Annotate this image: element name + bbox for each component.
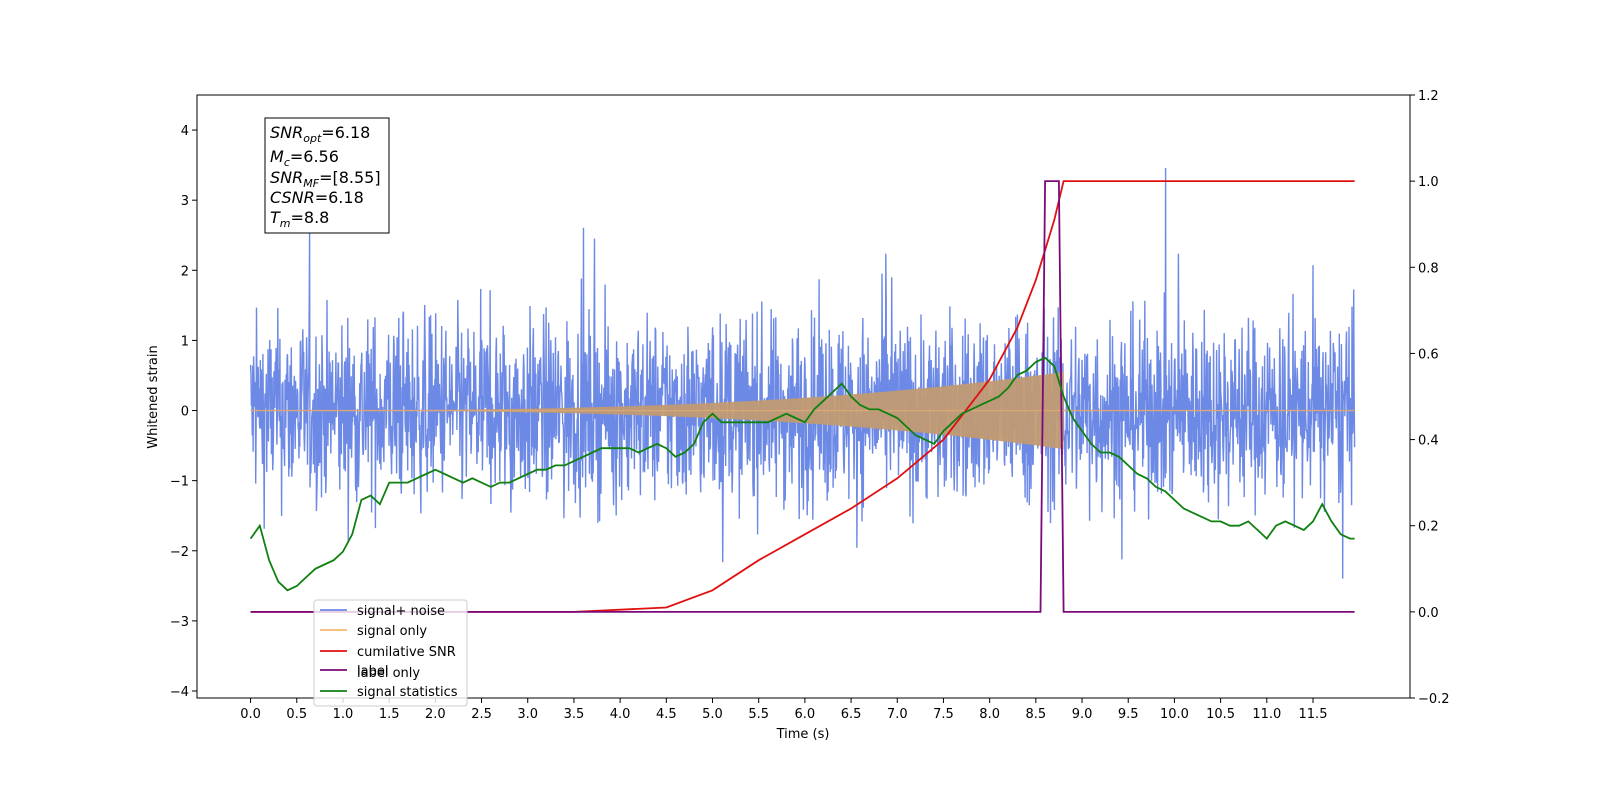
x-tick-label: 11.0 xyxy=(1252,707,1281,722)
y-tick-label: 1 xyxy=(181,334,189,349)
x-tick-label: 2.5 xyxy=(471,707,492,722)
x-tick-label: 5.0 xyxy=(702,707,723,722)
y-axis-label: Whitened strain xyxy=(146,345,161,448)
y-tick-label: 2 xyxy=(181,264,189,279)
x-tick-label: 3.0 xyxy=(517,707,538,722)
y-axis-left: 4 3 2 1 0 −1 −2 −3 −4 xyxy=(170,124,197,700)
y-tick-label: 3 xyxy=(181,194,189,209)
x-tick-label: 7.5 xyxy=(933,707,954,722)
info-csnr: CSNR=6.18 xyxy=(270,188,364,207)
legend-frame xyxy=(313,599,468,707)
x-tick-label: 5.5 xyxy=(748,707,769,722)
y2-tick-label: 1.2 xyxy=(1418,89,1439,104)
y-tick-label: −1 xyxy=(170,475,189,490)
series-label xyxy=(250,180,1355,613)
x-tick-label: 6.0 xyxy=(795,707,816,722)
x-tick-label: 7.0 xyxy=(887,707,908,722)
y2-tick-label: −0.2 xyxy=(1418,692,1450,707)
x-tick-label: 1.5 xyxy=(379,707,400,722)
x-tick-label: 9.5 xyxy=(1118,707,1139,722)
series-cumulative-snr xyxy=(250,180,1355,613)
y-axis-right: 1.2 1.0 0.8 0.6 0.4 0.2 0.0 −0.2 xyxy=(1410,89,1450,707)
x-tick-label: 0.0 xyxy=(240,707,261,722)
x-tick-label: 8.5 xyxy=(1026,707,1047,722)
info-tm: Tm=8.8 xyxy=(270,208,329,230)
series-signal-statistics xyxy=(249,356,1355,592)
y-tick-label: 4 xyxy=(181,124,189,139)
x-tick-label: 9.0 xyxy=(1072,707,1093,722)
series-signal-plus-noise xyxy=(249,167,1356,579)
info-box: SNRopt=6.18 Mc=6.56 SNRMF=[8.55] CSNR=6.… xyxy=(264,117,390,234)
y-tick-label: −2 xyxy=(170,545,189,560)
x-tick-label: 0.5 xyxy=(286,707,307,722)
info-box-frame xyxy=(264,117,390,234)
y-tick-label: 0 xyxy=(181,405,189,420)
x-tick-label: 3.5 xyxy=(564,707,585,722)
legend-signal-noise-label: signal+ noise xyxy=(357,604,445,619)
axes-frame xyxy=(196,94,1411,699)
x-tick-label: 10.0 xyxy=(1160,707,1189,722)
x-axis: 0.0 0.5 1.0 1.5 2.0 2.5 3.0 3.5 4.0 4.5 5.0 5.5 6.0 6… xyxy=(240,698,1327,722)
legend-label-label: label xyxy=(357,664,388,679)
legend-cumilative-snr-label: cumilative SNR xyxy=(357,645,456,660)
x-tick-label: 4.0 xyxy=(610,707,631,722)
y2-tick-label: 1.0 xyxy=(1418,175,1439,190)
y2-tick-label: 0.2 xyxy=(1418,520,1439,535)
x-tick-label: 8.0 xyxy=(979,707,1000,722)
legend-signal-only-label: signal only xyxy=(357,624,427,639)
x-tick-label: 4.5 xyxy=(656,707,677,722)
info-snr-mf: SNRMF=[8.55] xyxy=(270,168,381,190)
legend: signal+ noise signal only cumilative SNR la… xyxy=(313,599,468,707)
info-mc: Mc=6.56 xyxy=(270,147,339,169)
y-tick-label: −3 xyxy=(170,615,189,630)
legend-label-only-label: label only xyxy=(357,666,420,681)
x-tick-label: 11.5 xyxy=(1299,707,1328,722)
y2-tick-label: 0.0 xyxy=(1418,606,1439,621)
info-snr-opt: SNRopt=6.18 xyxy=(270,123,370,145)
legend-signal-statistics-label: signal statistics xyxy=(357,685,458,700)
x-tick-label: 10.5 xyxy=(1206,707,1235,722)
x-tick-label: 1.0 xyxy=(333,707,354,722)
y2-tick-label: 0.6 xyxy=(1418,347,1439,362)
y2-tick-label: 0.8 xyxy=(1418,261,1439,276)
legend-items: signal+ noise signal only cumilative SNR la… xyxy=(320,604,458,700)
y-tick-label: −4 xyxy=(170,685,189,700)
x-tick-label: 2.0 xyxy=(425,707,446,722)
plot-area xyxy=(249,167,1356,613)
y2-tick-label: 0.4 xyxy=(1418,434,1439,449)
x-axis-label: Time (s) xyxy=(776,727,830,742)
x-tick-label: 6.5 xyxy=(841,707,862,722)
